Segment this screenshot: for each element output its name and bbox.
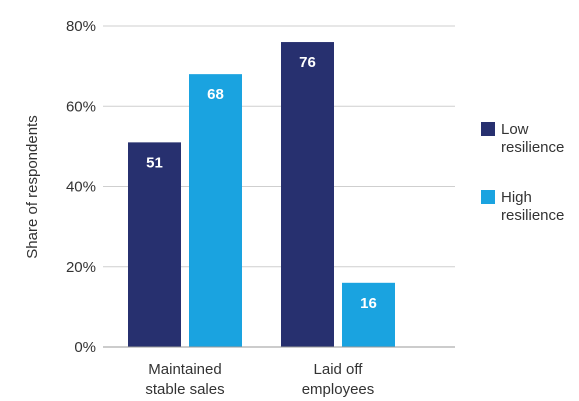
y-axis-ticks: 0% 20% 40% 60% 80% (66, 18, 96, 356)
y-tick-label: 80% (66, 18, 96, 35)
bar (281, 42, 334, 348)
y-tick-label: 0% (74, 339, 96, 356)
bar (128, 142, 181, 347)
y-axis-label: Share of respondents (24, 115, 41, 258)
y-tick-label: 40% (66, 179, 96, 196)
legend-swatch (481, 122, 495, 136)
y-tick-label: 60% (66, 98, 96, 115)
x-category-label: Maintained stable sales (145, 361, 224, 398)
bars (128, 42, 395, 348)
bar (189, 74, 242, 348)
bar-value-labels: 51 68 76 16 (146, 54, 377, 312)
bar-value-label: 76 (299, 54, 316, 71)
bar-value-label: 16 (360, 295, 377, 312)
legend-label: High resilience (501, 189, 564, 224)
legend-label: Low resilience (501, 121, 564, 156)
x-axis-categories: Maintained stable sales Laid off employees (145, 361, 374, 398)
bar-value-label: 68 (207, 86, 224, 103)
legend: Low resilience High resilience (481, 121, 564, 224)
legend-swatch (481, 190, 495, 204)
bar (342, 282, 395, 347)
bar-value-label: 51 (146, 154, 163, 171)
x-category-label: Laid off employees (302, 361, 375, 398)
y-tick-label: 20% (66, 259, 96, 276)
